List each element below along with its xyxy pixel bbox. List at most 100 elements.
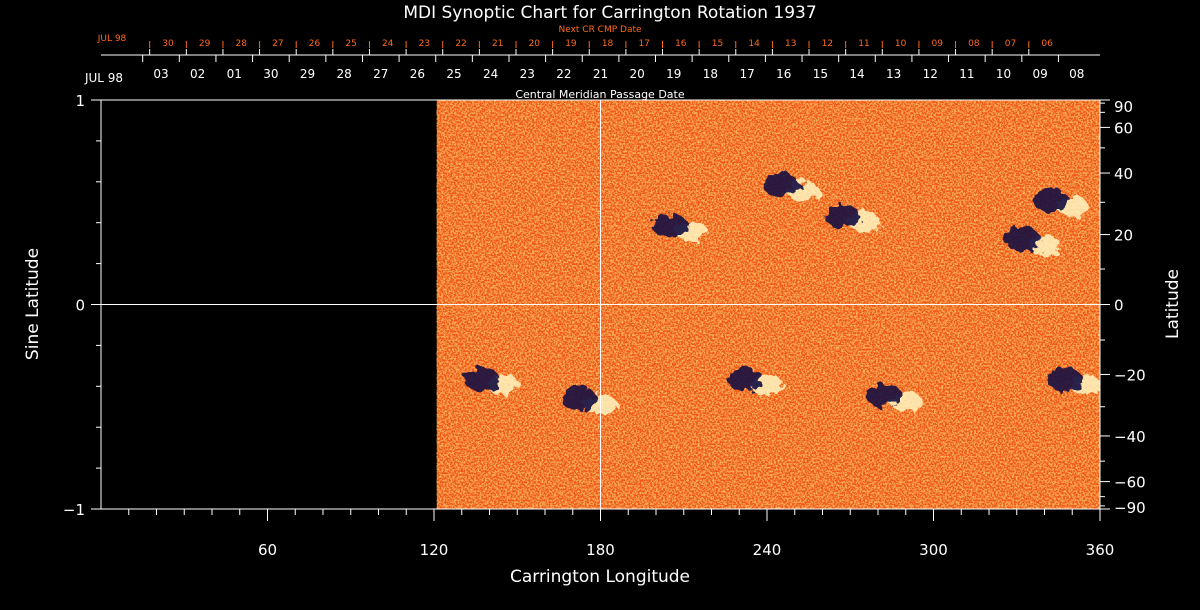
- next-cr-date-label: 28: [236, 39, 248, 49]
- next-cr-date-label: 29: [199, 39, 211, 49]
- cmp-date-label: 29: [300, 67, 315, 81]
- chart-title: MDI Synoptic Chart for Carrington Rotati…: [403, 3, 816, 23]
- cmp-month-label: JUL 98: [84, 71, 123, 85]
- region-negative-polarity: [652, 213, 689, 238]
- region-negative-polarity: [727, 367, 764, 392]
- next-cr-date-label: 27: [272, 39, 283, 49]
- y-right-tick-label: 60: [1114, 119, 1133, 137]
- cmp-date-label: 22: [556, 67, 571, 81]
- next-cr-date-label: 14: [748, 39, 760, 49]
- cmp-date-label: 26: [410, 67, 425, 81]
- y-axis-right: 90 60 40 20 0 −20 −40 −60 −90: [1100, 98, 1146, 517]
- next-cr-date-label: 30: [162, 39, 174, 49]
- next-cr-date-label: 23: [419, 39, 430, 49]
- active-region: [1004, 227, 1061, 256]
- cmp-date-label: 28: [337, 67, 352, 81]
- next-cr-date-label: 24: [382, 39, 394, 49]
- x-tick-label: 300: [919, 541, 948, 559]
- region-negative-polarity: [865, 383, 902, 408]
- next-cr-date-label: 21: [492, 39, 503, 49]
- y-axis-left: 1 0 −1: [63, 92, 101, 519]
- cmp-axis: 03 02 01 30 29 28 27 26 25 24 23 22 21 20 19 18 17 16 15 14…: [142, 55, 1084, 81]
- cmp-date-label: 21: [593, 67, 608, 81]
- cmp-date-label: 17: [739, 67, 754, 81]
- x-tick-label: 180: [586, 541, 615, 559]
- y-right-tick-label: −20: [1114, 366, 1146, 384]
- y-right-tick-label: −60: [1114, 474, 1146, 492]
- cmp-date-label: 10: [996, 67, 1011, 81]
- cmp-date-label: 02: [190, 67, 205, 81]
- active-regions: [463, 173, 1100, 415]
- region-negative-polarity: [1046, 367, 1083, 392]
- active-region: [1046, 367, 1100, 396]
- x-tick-label: 120: [420, 541, 449, 559]
- region-negative-polarity: [824, 204, 861, 229]
- next-cr-date-label: 25: [345, 39, 356, 49]
- y-right-tick-label: 90: [1114, 98, 1133, 116]
- cmp-date-label: 18: [703, 67, 718, 81]
- cmp-date-label: 08: [1069, 67, 1084, 81]
- next-cr-date-label: 26: [309, 39, 321, 49]
- next-cr-month-label: JUL 98: [97, 34, 127, 44]
- y-left-tick-label: 1: [75, 92, 85, 110]
- x-tick-label: 60: [258, 541, 277, 559]
- next-cr-date-label: 13: [785, 39, 796, 49]
- next-cr-date-label: 16: [675, 39, 687, 49]
- cmp-date-label: 09: [1032, 67, 1047, 81]
- active-region: [463, 367, 520, 396]
- y-left-tick-label: 0: [75, 297, 85, 315]
- next-cr-date-label: 22: [455, 39, 466, 49]
- y-right-tick-label: −40: [1114, 428, 1146, 446]
- region-negative-polarity: [1032, 188, 1069, 213]
- cmp-date-label: 11: [959, 67, 974, 81]
- cmp-date-label: 20: [630, 67, 645, 81]
- active-region: [652, 213, 709, 242]
- cmp-date-label: 16: [776, 67, 791, 81]
- next-cr-date-label: 10: [895, 39, 907, 49]
- x-axis-label: Carrington Longitude: [510, 567, 690, 587]
- active-region: [1032, 188, 1089, 217]
- next-cr-date-label: 20: [529, 39, 541, 49]
- next-cr-date-label: 15: [712, 39, 723, 49]
- cmp-date-label: 27: [373, 67, 388, 81]
- next-cr-date-label: 11: [858, 39, 869, 49]
- active-region: [865, 383, 922, 412]
- active-region: [763, 173, 820, 202]
- cmp-axis-label: Central Meridian Passage Date: [515, 88, 684, 101]
- cmp-date-label: 19: [666, 67, 681, 81]
- next-cr-axis: 30 29 28 27 26 25 24 23 22 21 20 19 18 17 16 15 14 13 12 11…: [149, 39, 1053, 55]
- cmp-date-label: 14: [849, 67, 864, 81]
- y-right-tick-label: 20: [1114, 227, 1133, 245]
- y-right-tick-label: 40: [1114, 165, 1133, 183]
- cmp-date-label: 24: [483, 67, 498, 81]
- cmp-date-label: 12: [923, 67, 938, 81]
- x-tick-label: 360: [1086, 541, 1115, 559]
- region-negative-polarity: [1004, 227, 1041, 252]
- cmp-date-label: 15: [813, 67, 828, 81]
- y-right-tick-label: 0: [1114, 297, 1124, 315]
- next-cr-date-label: 08: [968, 39, 980, 49]
- active-region: [727, 367, 784, 396]
- next-cr-date-label: 17: [638, 39, 649, 49]
- cmp-date-label: 30: [263, 67, 278, 81]
- y-axis-right-label: Latitude: [1163, 269, 1183, 339]
- cmp-date-label: 01: [227, 67, 242, 81]
- next-cr-axis-label: Next CR CMP Date: [558, 25, 642, 35]
- y-axis-left-label: Sine Latitude: [23, 248, 43, 360]
- next-cr-date-label: 18: [602, 39, 614, 49]
- region-negative-polarity: [763, 173, 800, 198]
- cmp-date-label: 03: [153, 67, 168, 81]
- cmp-date-label: 23: [520, 67, 535, 81]
- region-negative-polarity: [463, 367, 500, 392]
- next-cr-date-label: 07: [1005, 39, 1016, 49]
- active-region: [824, 204, 881, 233]
- next-cr-date-label: 06: [1041, 39, 1053, 49]
- x-axis: 60 120 180 240 300 360: [128, 509, 1115, 559]
- next-cr-date-label: 12: [822, 39, 833, 49]
- next-cr-date-label: 19: [565, 39, 577, 49]
- next-cr-date-label: 09: [932, 39, 944, 49]
- y-left-tick-label: −1: [63, 501, 85, 519]
- y-right-tick-label: −90: [1114, 499, 1146, 517]
- cmp-date-label: 13: [886, 67, 901, 81]
